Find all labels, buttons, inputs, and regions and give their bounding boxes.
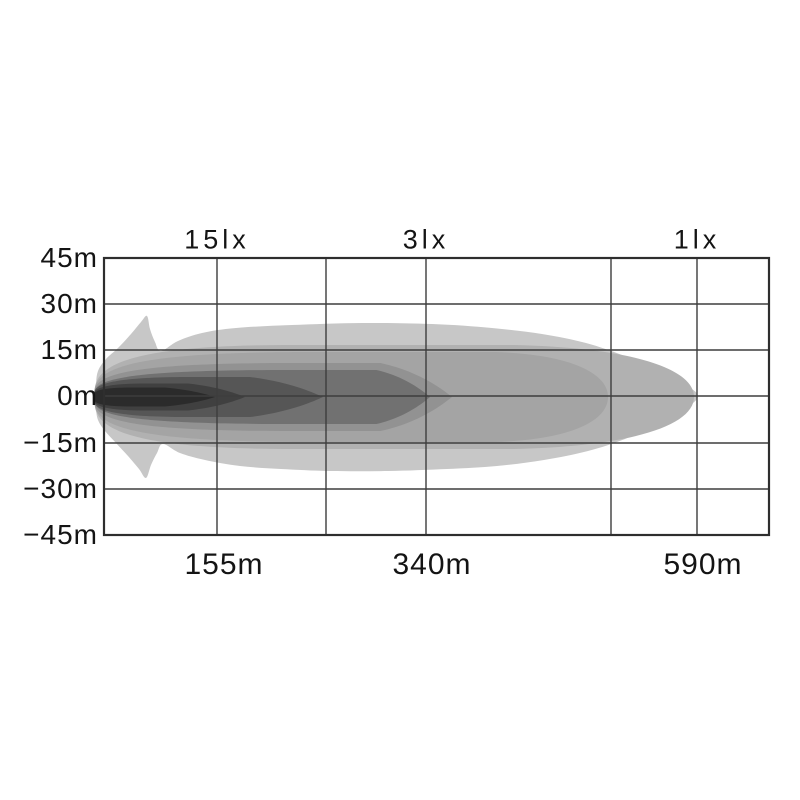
beam-contour-layer bbox=[93, 315, 699, 479]
lux-label-3lx: 3lx bbox=[402, 224, 450, 255]
y-tick-minus45m: −45m bbox=[23, 519, 98, 550]
y-tick-minus30m: −30m bbox=[23, 473, 98, 504]
distance-label-155m: 155m bbox=[184, 548, 264, 581]
grid-line-layer bbox=[102, 256, 771, 537]
y-tick-45m: 45m bbox=[40, 242, 98, 273]
distance-label-340m: 340m bbox=[392, 548, 472, 581]
lux-label-15lx: 15lx bbox=[184, 224, 250, 255]
distance-label-590m: 590m bbox=[663, 548, 743, 581]
lux-label-1lx: 1lx bbox=[673, 224, 721, 255]
y-tick-15m: 15m bbox=[40, 334, 98, 365]
y-tick-minus15m: −15m bbox=[23, 427, 98, 458]
y-tick-30m: 30m bbox=[40, 288, 98, 319]
y-tick-0m: 0m bbox=[57, 380, 98, 411]
